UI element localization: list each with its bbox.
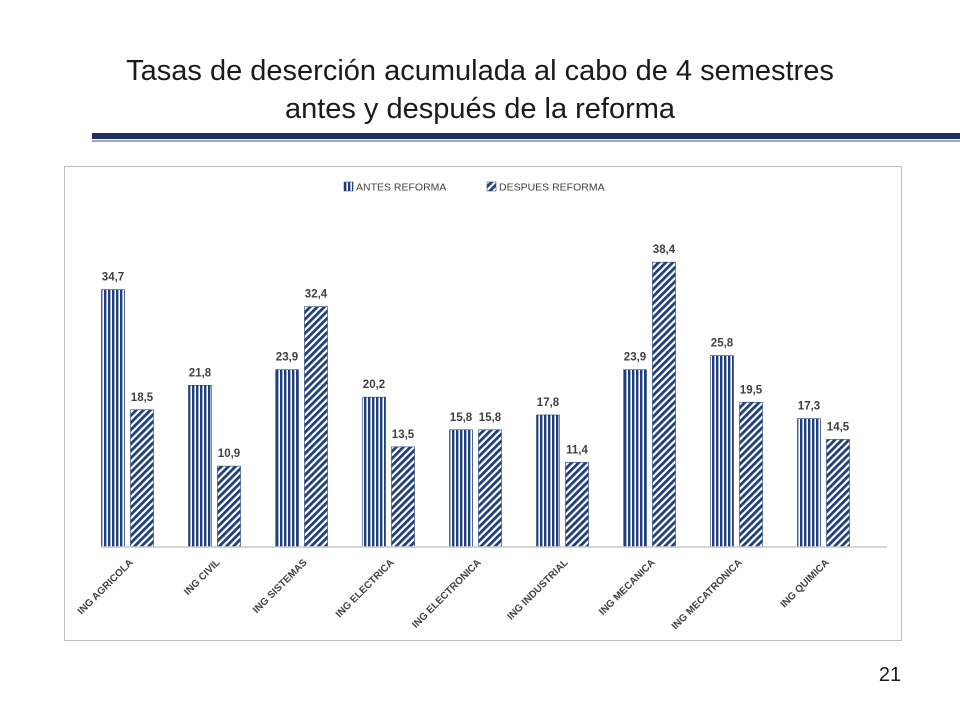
data-label-despues-5: 11,4: [566, 444, 588, 456]
x-tick-label-0: ING AGRICOLA: [76, 557, 136, 617]
data-label-despues-3: 13,5: [392, 429, 415, 441]
x-tick-label-6: ING MECANICA: [597, 557, 657, 617]
data-label-antes-2: 23,9: [276, 352, 298, 364]
x-tick-label-3: ING ELECTRICA: [334, 557, 397, 620]
x-tick-label-4: ING ELECTRONICA: [410, 557, 483, 630]
legend-label-1: DESPUES REFORMA: [499, 182, 605, 194]
title-underline: [92, 133, 960, 139]
data-label-despues-7: 19,5: [740, 384, 763, 396]
bar-antes-2: [275, 369, 299, 548]
bar-antes-0: [101, 289, 125, 548]
bar-despues-2: [304, 306, 328, 548]
bars-layer: [101, 261, 850, 548]
bar-despues-5: [565, 462, 589, 548]
data-label-antes-1: 21,8: [189, 367, 212, 379]
bar-despues-4: [478, 429, 502, 548]
slide-title-line-1: Tasas de deserción acumulada al cabo de …: [126, 55, 834, 87]
bar-despues-8: [826, 439, 850, 548]
data-label-antes-7: 25,8: [711, 338, 734, 350]
bar-antes-8: [797, 418, 821, 548]
bar-antes-4: [449, 429, 473, 548]
slide-title-line-2: antes y después de la reforma: [284, 93, 676, 125]
bar-despues-0: [130, 409, 154, 548]
data-label-despues-4: 15,8: [479, 412, 502, 424]
legend-label-0: ANTES REFORMA: [356, 182, 446, 194]
data-labels-layer: 34,7 18,5 21,8 10,9 23,9 32,4 20,2 13,5 15,8 15,8…: [102, 244, 850, 460]
bar-antes-5: [536, 414, 560, 548]
bar-despues-6: [652, 261, 676, 548]
data-label-despues-8: 14,5: [827, 421, 850, 433]
slide-title: Tasas de deserción acumulada al cabo de …: [0, 52, 960, 128]
data-label-antes-4: 15,8: [450, 412, 473, 424]
x-axis-ticks: ING AGRICOLA ING CIVIL ING SISTEMAS ING ELE…: [76, 546, 887, 632]
x-tick-label-1: ING CIVIL: [182, 557, 222, 597]
bar-despues-1: [217, 465, 241, 548]
data-label-despues-6: 38,4: [653, 244, 676, 256]
legend-swatch-0: [343, 181, 354, 192]
x-tick-label-5: ING INDUSTRIAL: [505, 557, 570, 622]
bar-despues-7: [739, 402, 763, 548]
legend-swatch-1: [486, 181, 497, 192]
data-label-antes-5: 17,8: [537, 397, 560, 409]
bar-despues-3: [391, 446, 415, 548]
bar-antes-6: [623, 369, 647, 548]
x-tick-label-8: ING QUIMICA: [779, 557, 832, 610]
data-label-despues-0: 18,5: [131, 392, 154, 404]
data-label-despues-1: 10,9: [218, 448, 240, 460]
bar-antes-7: [710, 355, 734, 548]
title-underline-accent: [92, 140, 960, 142]
x-tick-label-2: ING SISTEMAS: [251, 557, 310, 616]
chart-legend: ANTES REFORMA DESPUES REFORMA: [343, 181, 605, 194]
data-label-antes-8: 17,3: [798, 401, 820, 413]
data-label-antes-0: 34,7: [102, 272, 124, 284]
data-label-antes-3: 20,2: [363, 379, 385, 391]
x-tick-label-7: ING MECATRONICA: [670, 557, 745, 632]
page-number: 21: [878, 664, 902, 686]
bar-antes-1: [188, 385, 212, 548]
data-label-despues-2: 32,4: [305, 289, 328, 301]
bar-antes-3: [362, 396, 386, 548]
data-label-antes-6: 23,9: [624, 352, 646, 364]
